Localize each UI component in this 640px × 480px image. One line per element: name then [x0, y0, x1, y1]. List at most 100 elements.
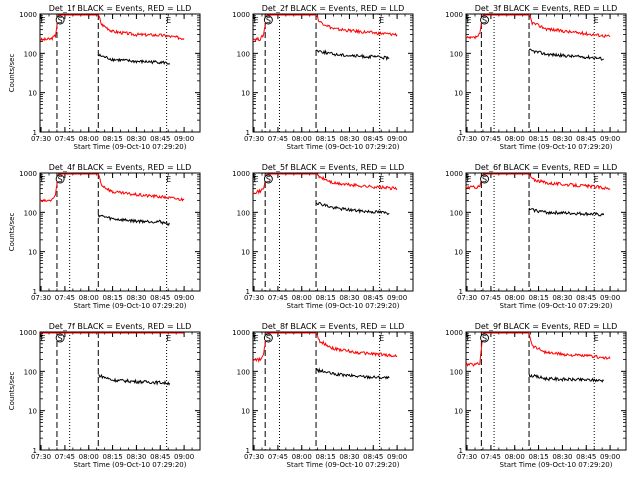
marker-circle	[480, 174, 489, 184]
series-line-red	[252, 173, 398, 195]
series-line-red	[39, 14, 185, 42]
x-tick-label: 08:30	[552, 135, 572, 143]
marker-circle	[55, 333, 65, 343]
marker-circle	[263, 15, 273, 25]
y-tick-label: 1000	[232, 170, 250, 178]
x-tick-label: 08:15	[315, 294, 335, 302]
x-axis-label: Start Time (09-Oct-10 07:29:20)	[287, 143, 400, 151]
series-line-black	[97, 214, 171, 227]
series-line-black	[315, 201, 390, 216]
x-tick-label: 08:15	[528, 453, 548, 461]
marker-label: S	[482, 334, 487, 343]
x-tick-label: 07:30	[244, 294, 264, 302]
x-tick-label: 08:45	[576, 453, 596, 461]
x-tick-label: 07:45	[481, 135, 501, 143]
chart-panel: Det_1f BLACK = Events, RED = LLD Counts/s…	[8, 4, 201, 151]
x-tick-label: 09:00	[600, 135, 620, 143]
marker-circle	[263, 333, 273, 343]
chart-title: Det_2f BLACK = Events, RED = LLD	[262, 4, 405, 13]
marker-label: S	[266, 334, 271, 343]
series-line-black	[528, 207, 605, 217]
y-axis-label: Counts/sec	[8, 213, 16, 252]
x-tick-label: 09:00	[174, 294, 194, 302]
x-tick-label: 07:30	[31, 135, 51, 143]
x-tick-label: 08:30	[126, 135, 146, 143]
chart-title: Det_5f BLACK = Events, RED = LLD	[262, 163, 405, 172]
y-tick-label: 10	[28, 249, 37, 257]
marker-label: E	[594, 16, 599, 25]
x-tick-label: 07:45	[55, 453, 75, 461]
y-tick-label: 100	[450, 368, 463, 376]
y-tick-label: 100	[24, 368, 37, 376]
marker-label: E	[166, 334, 171, 343]
x-tick-label: 07:45	[55, 294, 75, 302]
marker-label: E	[467, 175, 472, 184]
y-tick-label: 1000	[19, 11, 37, 19]
y-tick-label: 100	[237, 50, 250, 58]
marker-label: E	[254, 16, 259, 25]
y-tick-label: 1000	[232, 329, 250, 337]
x-tick-label: 09:00	[600, 453, 620, 461]
plot-frame	[465, 13, 627, 133]
marker-label: E	[467, 16, 472, 25]
x-tick-label: 08:45	[576, 294, 596, 302]
series-line-red	[252, 14, 398, 42]
x-tick-label: 08:30	[552, 294, 572, 302]
x-tick-label: 08:30	[339, 135, 359, 143]
y-tick-label: 1000	[19, 329, 37, 337]
chart-panel: Det_7f BLACK = Events, RED = LLD Counts/s…	[8, 322, 201, 469]
y-tick-label: 100	[237, 209, 250, 217]
y-tick-label: 10	[28, 408, 37, 416]
series-line-red	[465, 332, 611, 367]
x-tick-label: 07:30	[457, 294, 477, 302]
y-tick-label: 10	[241, 90, 250, 98]
x-tick-label: 07:30	[244, 453, 264, 461]
x-tick-label: 07:45	[481, 453, 501, 461]
x-axis-label: Start Time (09-Oct-10 07:29:20)	[287, 302, 400, 310]
x-tick-label: 09:00	[387, 294, 407, 302]
y-tick-label: 1	[459, 288, 463, 296]
x-tick-label: 09:00	[600, 294, 620, 302]
plot-frame	[39, 13, 201, 133]
x-tick-label: 08:45	[150, 294, 170, 302]
chart-panel: Det_8f BLACK = Events, RED = LLD 1 10 100 10…	[232, 322, 414, 469]
x-tick-label: 08:45	[150, 135, 170, 143]
chart-title: Det_7f BLACK = Events, RED = LLD	[49, 322, 192, 331]
y-tick-label: 1	[459, 129, 463, 137]
series-line-black	[315, 367, 390, 380]
x-tick-label: 08:00	[505, 135, 525, 143]
x-tick-label: 08:00	[505, 294, 525, 302]
chart-panel: Det_6f BLACK = Events, RED = LLD 1 10 100 10…	[445, 163, 627, 310]
y-tick-label: 1000	[445, 11, 463, 19]
marker-label: E	[467, 334, 472, 343]
x-tick-label: 08:15	[102, 453, 122, 461]
y-tick-label: 100	[450, 50, 463, 58]
y-tick-label: 1	[246, 447, 250, 455]
x-tick-label: 07:45	[268, 453, 288, 461]
x-tick-label: 08:15	[315, 135, 335, 143]
chart-title: Det_6f BLACK = Events, RED = LLD	[475, 163, 618, 172]
x-axis-label: Start Time (09-Oct-10 07:29:20)	[500, 302, 613, 310]
x-tick-label: 08:45	[363, 294, 383, 302]
marker-label: E	[379, 175, 384, 184]
y-tick-label: 1000	[445, 329, 463, 337]
marker-circle	[55, 174, 65, 184]
y-tick-label: 100	[237, 368, 250, 376]
x-tick-label: 09:00	[387, 135, 407, 143]
series-line-black	[315, 49, 390, 62]
plot-frame	[252, 172, 414, 292]
x-tick-label: 08:15	[315, 453, 335, 461]
y-axis-label: Counts/sec	[8, 54, 16, 93]
marker-circle	[480, 15, 489, 25]
x-tick-label: 07:45	[481, 294, 501, 302]
y-tick-label: 1000	[445, 170, 463, 178]
x-tick-label: 08:15	[528, 294, 548, 302]
series-line-red	[39, 173, 185, 203]
y-tick-label: 10	[454, 408, 463, 416]
series-line-black	[528, 373, 605, 383]
x-tick-label: 07:30	[31, 294, 51, 302]
x-tick-label: 07:30	[31, 453, 51, 461]
chart-panel: Det_3f BLACK = Events, RED = LLD 1 10 100 10…	[445, 4, 627, 151]
y-tick-label: 1000	[19, 170, 37, 178]
